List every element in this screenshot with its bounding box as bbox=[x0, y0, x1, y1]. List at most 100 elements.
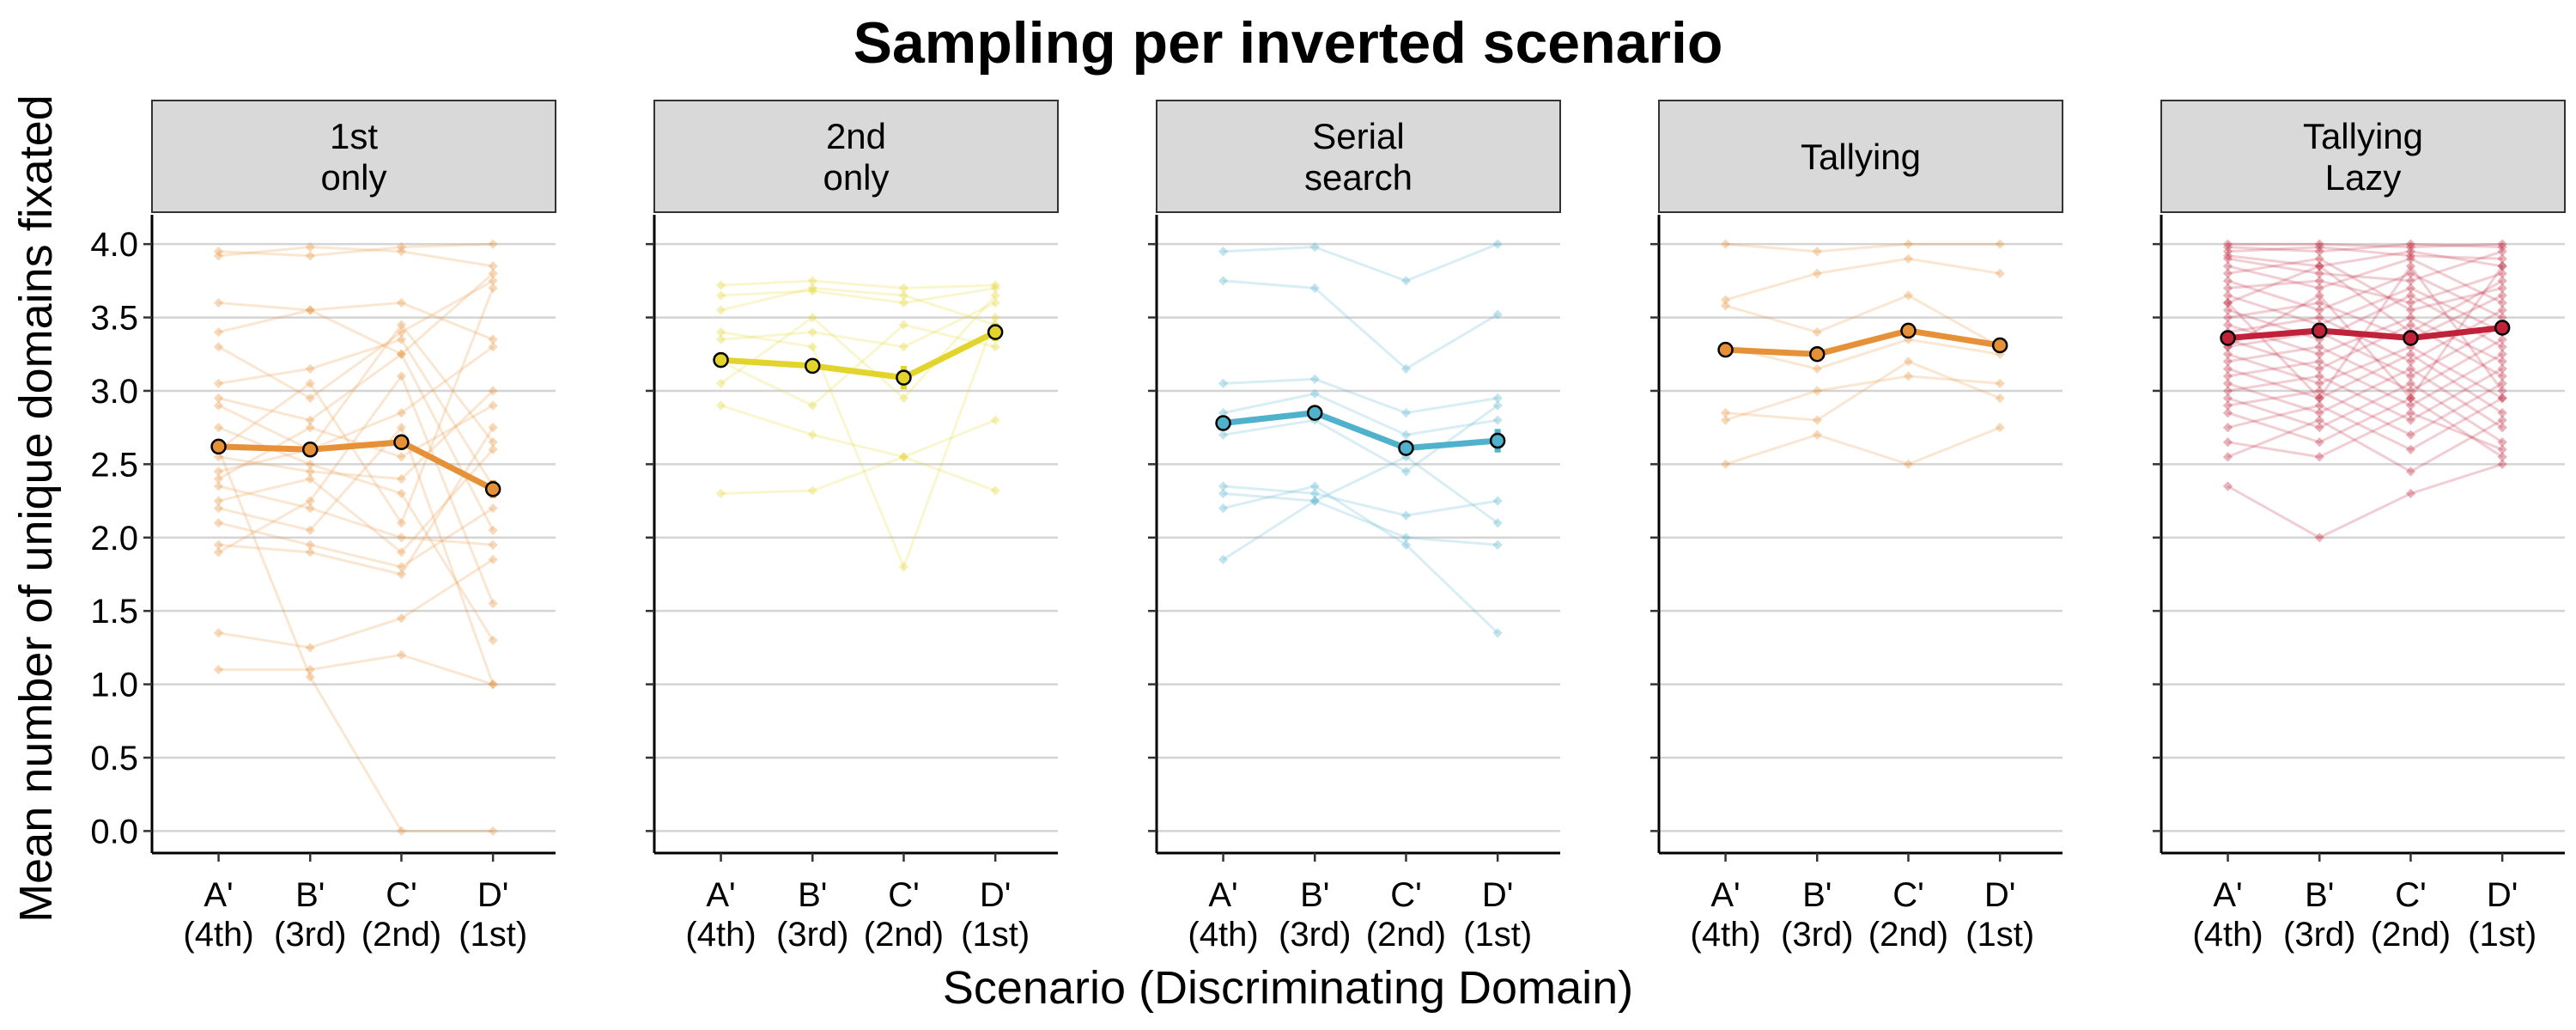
participant-point bbox=[2405, 357, 2416, 367]
x-tick-label-rank: (4th) bbox=[2192, 916, 2263, 954]
participant-point bbox=[2314, 297, 2324, 308]
y-tick-label: 3.0 bbox=[90, 373, 138, 411]
mean-point bbox=[896, 369, 912, 386]
y-tick-label: 3.5 bbox=[90, 300, 138, 338]
participant-point bbox=[807, 400, 817, 411]
participant-point bbox=[305, 305, 315, 315]
participant-point bbox=[213, 452, 224, 462]
participant-point bbox=[2497, 253, 2507, 264]
participant-point bbox=[2314, 268, 2324, 278]
participant-point bbox=[2314, 239, 2324, 249]
participant-point bbox=[213, 547, 224, 558]
x-tick-label: A' bbox=[706, 876, 735, 914]
participant-point bbox=[2222, 423, 2233, 433]
participant-point bbox=[2314, 393, 2324, 404]
participant-point bbox=[396, 649, 407, 661]
mean-point bbox=[1808, 346, 1826, 363]
participant-line bbox=[720, 302, 996, 349]
participant-point bbox=[2405, 430, 2416, 440]
participant-point bbox=[2405, 407, 2416, 418]
participant-point bbox=[305, 305, 315, 315]
y-tick-label: 2.0 bbox=[90, 520, 138, 558]
participant-point bbox=[807, 312, 817, 323]
participant-point bbox=[488, 679, 498, 690]
participant-point bbox=[2314, 261, 2324, 271]
participant-point bbox=[715, 280, 726, 290]
participant-line bbox=[2227, 286, 2503, 333]
x-tick-label-rank: (2nd) bbox=[1366, 916, 1446, 954]
participant-point bbox=[2497, 363, 2507, 375]
y-tick-label: 1.5 bbox=[90, 593, 138, 631]
participant-line bbox=[2227, 411, 2503, 459]
participant-point bbox=[1995, 239, 2005, 249]
participant-point bbox=[2314, 378, 2324, 389]
participant-point bbox=[396, 569, 407, 580]
participant-line bbox=[218, 301, 494, 341]
participant-point bbox=[488, 598, 498, 609]
participant-point bbox=[305, 459, 315, 470]
participant-point bbox=[2497, 386, 2507, 396]
participant-point bbox=[1218, 503, 1229, 514]
participant-point bbox=[2405, 297, 2416, 308]
x-tick-label: A' bbox=[204, 876, 233, 914]
participant-line bbox=[2227, 257, 2503, 304]
y-axis-title: Mean number of unique domains fixated bbox=[10, 94, 62, 923]
mean-line bbox=[720, 329, 997, 381]
participant-line bbox=[2227, 323, 2503, 378]
participant-point bbox=[2222, 251, 2233, 261]
participant-point bbox=[1218, 481, 1229, 491]
participant-point bbox=[1492, 393, 1503, 404]
participant-point bbox=[1492, 400, 1503, 411]
participant-point bbox=[2405, 466, 2416, 477]
participant-point bbox=[807, 326, 817, 338]
participant-point bbox=[1400, 539, 1412, 550]
participant-point bbox=[488, 386, 498, 396]
participant-point bbox=[2497, 305, 2507, 315]
participant-point bbox=[2497, 444, 2507, 454]
participant-line bbox=[1725, 338, 2001, 370]
participant-point bbox=[2222, 378, 2233, 389]
participant-point bbox=[396, 241, 407, 253]
participant-point bbox=[898, 342, 909, 352]
participant-point bbox=[2405, 386, 2416, 396]
strip-label: search bbox=[1304, 157, 1413, 198]
participant-line bbox=[720, 286, 996, 305]
participant-point bbox=[396, 297, 407, 308]
participant-point bbox=[898, 562, 909, 572]
strip-label: Tallying bbox=[2303, 116, 2423, 156]
mean-point bbox=[804, 357, 821, 375]
participant-point bbox=[1309, 496, 1320, 506]
panel-4: Tallying A'(4th) B'(3rd) C'(2nd) D'(1st) bbox=[1650, 100, 2063, 954]
participant-point bbox=[2314, 247, 2324, 257]
participant-point bbox=[1812, 363, 1822, 375]
participant-line bbox=[218, 653, 494, 686]
participant-line bbox=[218, 426, 495, 576]
x-tick-label: A' bbox=[1710, 876, 1740, 914]
participant-line bbox=[2227, 381, 2504, 443]
participant-point bbox=[1812, 415, 1822, 425]
participant-point bbox=[990, 485, 1000, 496]
y-tick-label: 4.0 bbox=[90, 226, 138, 264]
participant-point bbox=[396, 533, 407, 543]
participant-line bbox=[1725, 242, 2001, 253]
participant-point bbox=[1400, 466, 1412, 477]
x-tick-label: B' bbox=[1802, 876, 1832, 914]
participant-point bbox=[305, 473, 315, 485]
participant-point bbox=[2405, 444, 2416, 454]
strip-label: Serial bbox=[1312, 116, 1404, 156]
participant-point bbox=[488, 679, 498, 690]
participant-point bbox=[2314, 437, 2324, 448]
participant-point bbox=[1218, 488, 1229, 499]
participant-line bbox=[1725, 294, 2001, 349]
participant-line bbox=[1223, 242, 1498, 283]
participant-point bbox=[1492, 239, 1503, 249]
participant-line bbox=[217, 404, 494, 480]
participant-point bbox=[2314, 283, 2324, 294]
participant-line bbox=[2227, 265, 2503, 334]
participant-point bbox=[1218, 407, 1229, 418]
participant-point bbox=[2314, 312, 2324, 323]
x-tick-label-rank: (2nd) bbox=[361, 916, 441, 954]
participant-point bbox=[715, 305, 726, 315]
participant-point bbox=[213, 628, 224, 638]
participant-point bbox=[488, 423, 498, 433]
